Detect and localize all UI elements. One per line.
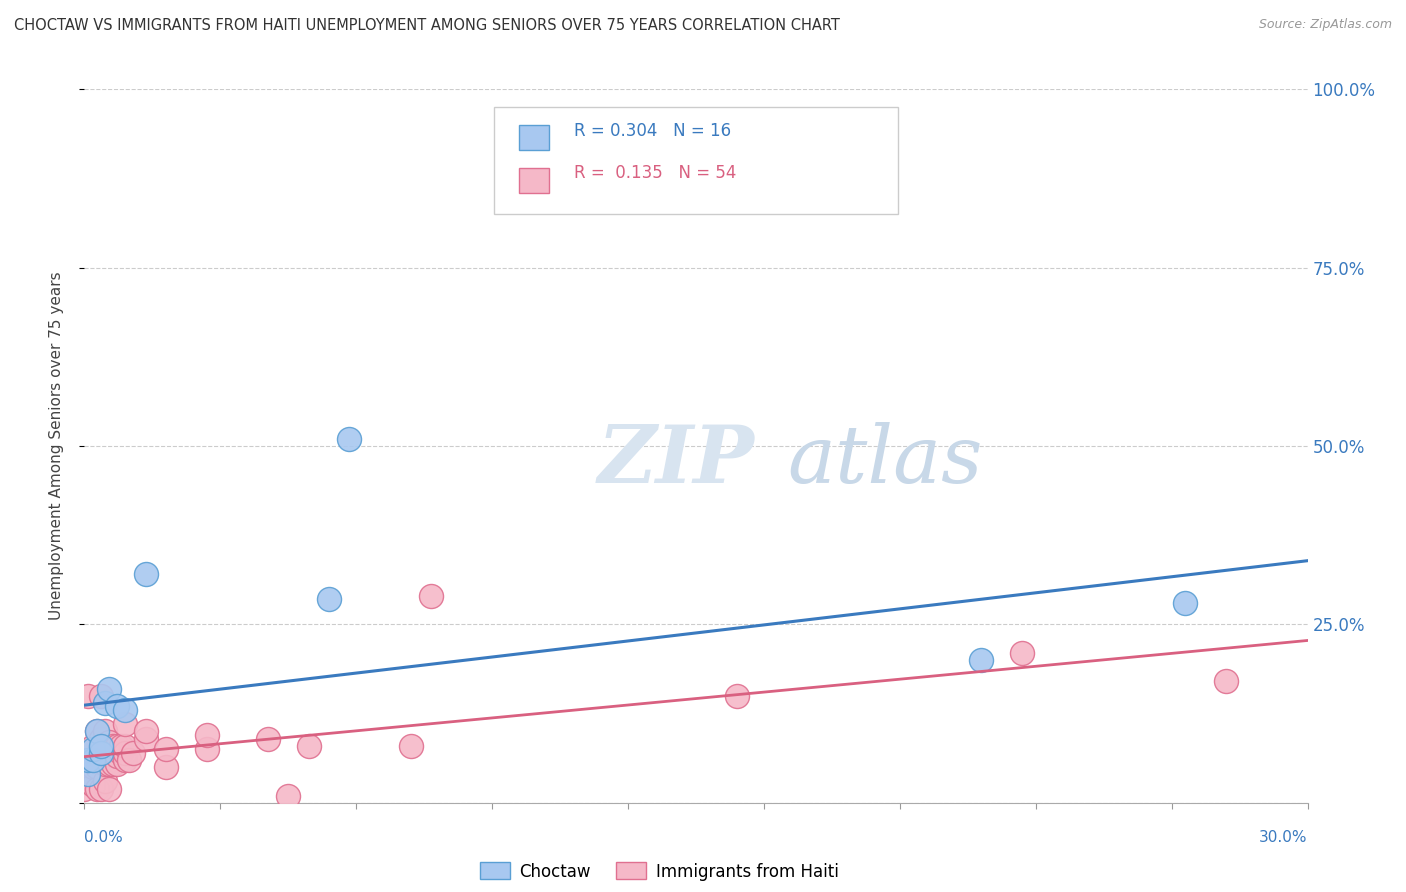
Point: [90, 689, 112, 703]
Point: [105, 739, 128, 753]
Point: [77, 774, 100, 789]
Point: [135, 731, 157, 746]
Text: ZIP: ZIP: [598, 422, 755, 499]
Point: [73, 781, 96, 796]
Point: [97, 746, 120, 760]
Point: [122, 746, 145, 760]
Y-axis label: Unemployment Among Seniors over 75 years: Unemployment Among Seniors over 75 years: [49, 272, 63, 620]
Point: [155, 742, 177, 756]
Point: [97, 681, 120, 696]
FancyBboxPatch shape: [519, 168, 550, 193]
Point: [1174, 596, 1197, 610]
FancyBboxPatch shape: [519, 125, 550, 150]
Point: [114, 739, 136, 753]
Point: [93, 696, 117, 710]
Text: Source: ZipAtlas.com: Source: ZipAtlas.com: [1258, 18, 1392, 31]
Text: R = 0.304   N = 16: R = 0.304 N = 16: [574, 121, 731, 139]
Text: 30.0%: 30.0%: [1260, 830, 1308, 845]
Point: [90, 749, 112, 764]
Point: [86, 724, 108, 739]
Point: [135, 724, 157, 739]
Text: atlas: atlas: [787, 422, 983, 499]
Point: [155, 760, 177, 774]
Point: [970, 653, 993, 667]
Point: [318, 592, 340, 607]
Point: [101, 756, 124, 771]
FancyBboxPatch shape: [494, 107, 898, 214]
Point: [77, 760, 100, 774]
Point: [77, 753, 100, 767]
Point: [195, 728, 218, 742]
Point: [86, 760, 108, 774]
Point: [86, 724, 108, 739]
Point: [77, 689, 100, 703]
Point: [90, 781, 112, 796]
Point: [110, 746, 132, 760]
Point: [105, 749, 128, 764]
Point: [93, 774, 117, 789]
Legend: Choctaw, Immigrants from Haiti: Choctaw, Immigrants from Haiti: [472, 855, 845, 888]
Text: 0.0%: 0.0%: [84, 830, 124, 845]
Point: [101, 739, 124, 753]
Point: [114, 753, 136, 767]
Point: [82, 760, 104, 774]
Point: [97, 781, 120, 796]
Point: [82, 753, 104, 767]
Point: [725, 689, 748, 703]
Point: [105, 699, 128, 714]
Point: [77, 746, 100, 760]
Point: [399, 739, 422, 753]
Point: [90, 739, 112, 753]
Point: [86, 749, 108, 764]
Point: [298, 739, 321, 753]
Point: [277, 789, 299, 803]
Point: [93, 756, 117, 771]
Point: [118, 753, 141, 767]
Point: [77, 753, 100, 767]
Point: [93, 724, 117, 739]
Point: [135, 567, 157, 582]
Point: [82, 739, 104, 753]
Point: [77, 767, 100, 781]
Point: [90, 731, 112, 746]
Text: R =  0.135   N = 54: R = 0.135 N = 54: [574, 164, 735, 182]
Point: [105, 756, 128, 771]
Point: [86, 781, 108, 796]
Point: [1011, 646, 1033, 660]
Point: [420, 589, 443, 603]
Point: [114, 746, 136, 760]
Point: [257, 731, 280, 746]
Point: [97, 756, 120, 771]
Point: [97, 735, 120, 749]
Point: [195, 742, 218, 756]
Point: [82, 753, 104, 767]
Point: [114, 717, 136, 731]
Point: [90, 746, 112, 760]
Point: [90, 753, 112, 767]
Point: [110, 739, 132, 753]
Text: CHOCTAW VS IMMIGRANTS FROM HAITI UNEMPLOYMENT AMONG SENIORS OVER 75 YEARS CORREL: CHOCTAW VS IMMIGRANTS FROM HAITI UNEMPLO…: [14, 18, 839, 33]
Point: [114, 703, 136, 717]
Point: [90, 739, 112, 753]
Point: [82, 742, 104, 756]
Point: [82, 778, 104, 792]
Point: [1215, 674, 1237, 689]
Point: [339, 432, 361, 446]
